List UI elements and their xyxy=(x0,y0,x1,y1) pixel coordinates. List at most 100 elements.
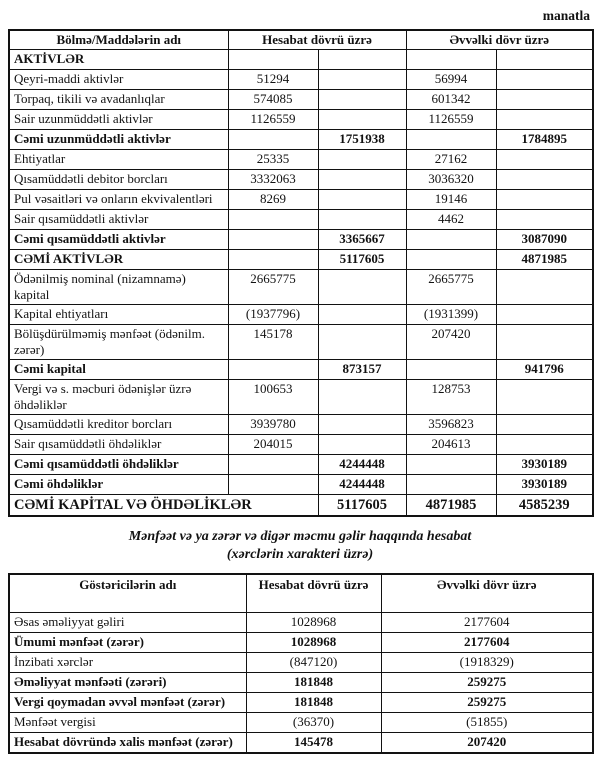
value-cell xyxy=(405,474,497,495)
income-statement-table: Göstəricilərin adı Hesabat dövrü üzrə Əv… xyxy=(8,573,594,754)
table-row: Hesabat dövründə xalis mənfəət (zərər) 14… xyxy=(8,732,594,754)
value-cell xyxy=(227,474,319,495)
row-label: Hesabat dövründə xalis mənfəət (zərər) xyxy=(8,732,247,754)
table-row: Torpaq, tikili və avadanlıqlar 574085 6013… xyxy=(8,89,594,110)
value-cell: 2177604 xyxy=(380,612,594,633)
value-cell: (51855) xyxy=(380,712,594,733)
value-cell: 19146 xyxy=(405,189,497,210)
row-label: Əməliyyat mənfəəti (zərəri) xyxy=(8,672,247,693)
value-cell xyxy=(227,229,319,250)
value-cell: 51294 xyxy=(227,69,319,90)
value-cell: 2665775 xyxy=(405,269,497,305)
value-cell xyxy=(227,209,319,230)
table-row: Sair qısamüddətli öhdəliklər 204015 204613 xyxy=(8,434,594,455)
value-cell xyxy=(317,434,407,455)
table-row: Əməliyyat mənfəəti (zərəri) 181848 259275 xyxy=(8,672,594,693)
value-cell xyxy=(495,269,594,305)
column-header-previous-period: Əvvəlki dövr üzrə xyxy=(380,573,594,613)
row-label: Bölüşdürülməmiş mənfəət (ödənilm. zərər) xyxy=(8,324,229,360)
value-cell: 3939780 xyxy=(227,414,319,435)
table-row: Sair uzunmüddətli aktivlər 1126559 1126559 xyxy=(8,109,594,130)
column-header-current-period: Hesabat dövrü üzrə xyxy=(245,573,382,613)
value-cell: 27162 xyxy=(405,149,497,170)
row-label: Vergi və s. məcburi ödənişlər üzrə öhdəl… xyxy=(8,379,229,415)
value-cell xyxy=(227,129,319,150)
value-cell: 25335 xyxy=(227,149,319,170)
row-label: Sair uzunmüddətli aktivlər xyxy=(8,109,229,130)
value-cell: 204613 xyxy=(405,434,497,455)
value-cell: 1028968 xyxy=(245,632,382,653)
table-row: CƏMİ KAPİTAL VƏ ÖHDƏLİKLƏR 5117605 4871985… xyxy=(8,494,594,517)
value-cell: (1931399) xyxy=(405,304,497,325)
table-row: Ümumi mənfəət (zərər) 1028968 2177604 xyxy=(8,632,594,653)
value-cell xyxy=(227,249,319,270)
income-statement-title-line2: (xərclərin xarakteri üzrə) xyxy=(226,547,374,562)
income-statement-title-line1: Mənfəət və ya zərər və digər məcmu gəlir… xyxy=(128,529,472,544)
value-cell: 941796 xyxy=(495,359,594,380)
value-cell: 259275 xyxy=(380,692,594,713)
table-row: Cəmi kapital 873157 941796 xyxy=(8,359,594,380)
value-cell: 601342 xyxy=(405,89,497,110)
value-cell xyxy=(317,69,407,90)
row-label: Qeyri-maddi aktivlər xyxy=(8,69,229,90)
table-row: Ödənilmiş nominal (nizamnamə) kapital 266… xyxy=(8,269,594,305)
value-cell xyxy=(317,109,407,130)
value-cell: 181848 xyxy=(245,692,382,713)
value-cell xyxy=(495,149,594,170)
value-cell xyxy=(317,304,407,325)
row-label: Vergi qoymadan əvvəl mənfəət (zərər) xyxy=(8,692,247,713)
income-header-row: Göstəricilərin adı Hesabat dövrü üzrə Əv… xyxy=(8,573,594,613)
value-cell: 207420 xyxy=(380,732,594,754)
table-row: Bölüşdürülməmiş mənfəət (ödənilm. zərər)… xyxy=(8,324,594,360)
value-cell xyxy=(495,209,594,230)
value-cell: 145178 xyxy=(227,324,319,360)
balance-header-row: Bölmə/Maddələrin adı Hesabat dövrü üzrə … xyxy=(8,29,594,50)
value-cell: 3087090 xyxy=(495,229,594,250)
value-cell xyxy=(495,49,594,70)
value-cell: 873157 xyxy=(317,359,407,380)
table-row: CƏMİ AKTİVLƏR 5117605 4871985 xyxy=(8,249,594,270)
value-cell: 4462 xyxy=(405,209,497,230)
table-row: Sair qısamüddətli aktivlər 4462 xyxy=(8,209,594,230)
value-cell: 3930189 xyxy=(495,454,594,475)
row-label: Pul vəsaitləri və onların ekvivalentləri xyxy=(8,189,229,210)
value-cell: 4585239 xyxy=(495,494,594,517)
value-cell: 145478 xyxy=(245,732,382,754)
table-row: Cəmi qısamüddətli öhdəliklər 4244448 39301… xyxy=(8,454,594,475)
value-cell xyxy=(227,454,319,475)
value-cell: 4244448 xyxy=(317,474,407,495)
row-label: Cəmi qısamüddətli aktivlər xyxy=(8,229,229,250)
value-cell: 5117605 xyxy=(317,249,407,270)
value-cell: (1918329) xyxy=(380,652,594,673)
value-cell: 3332063 xyxy=(227,169,319,190)
value-cell: 3036320 xyxy=(405,169,497,190)
value-cell: 8269 xyxy=(227,189,319,210)
value-cell: 100653 xyxy=(227,379,319,415)
row-label: Qısamüddətli kreditor borcları xyxy=(8,414,229,435)
table-row: Vergi və s. məcburi ödənişlər üzrə öhdəl… xyxy=(8,379,594,415)
row-label: Torpaq, tikili və avadanlıqlar xyxy=(8,89,229,110)
row-label: Cəmi uzunmüddətli aktivlər xyxy=(8,129,229,150)
row-label: Ümumi mənfəət (zərər) xyxy=(8,632,247,653)
value-cell xyxy=(317,89,407,110)
value-cell: 1751938 xyxy=(317,129,407,150)
row-label: Mənfəət vergisi xyxy=(8,712,247,733)
value-cell: 1126559 xyxy=(227,109,319,130)
table-row: Əsas əməliyyat gəliri 1028968 2177604 xyxy=(8,612,594,633)
value-cell xyxy=(405,454,497,475)
value-cell xyxy=(405,49,497,70)
value-cell: 3596823 xyxy=(405,414,497,435)
value-cell: 56994 xyxy=(405,69,497,90)
column-header-current-period: Hesabat dövrü üzrə xyxy=(227,29,407,50)
column-header-previous-period: Əvvəlki dövr üzrə xyxy=(405,29,594,50)
table-row: Qeyri-maddi aktivlər 51294 56994 xyxy=(8,69,594,90)
income-statement-title: Mənfəət və ya zərər və digər məcmu gəlir… xyxy=(8,528,592,564)
table-row: Cəmi öhdəliklər 4244448 3930189 xyxy=(8,474,594,495)
column-header-name: Göstəricilərin adı xyxy=(8,573,247,613)
row-label: Cəmi qısamüddətli öhdəliklər xyxy=(8,454,229,475)
column-header-name: Bölmə/Maddələrin adı xyxy=(8,29,229,50)
value-cell: 3365667 xyxy=(317,229,407,250)
value-cell: 1126559 xyxy=(405,109,497,130)
value-cell: 207420 xyxy=(405,324,497,360)
